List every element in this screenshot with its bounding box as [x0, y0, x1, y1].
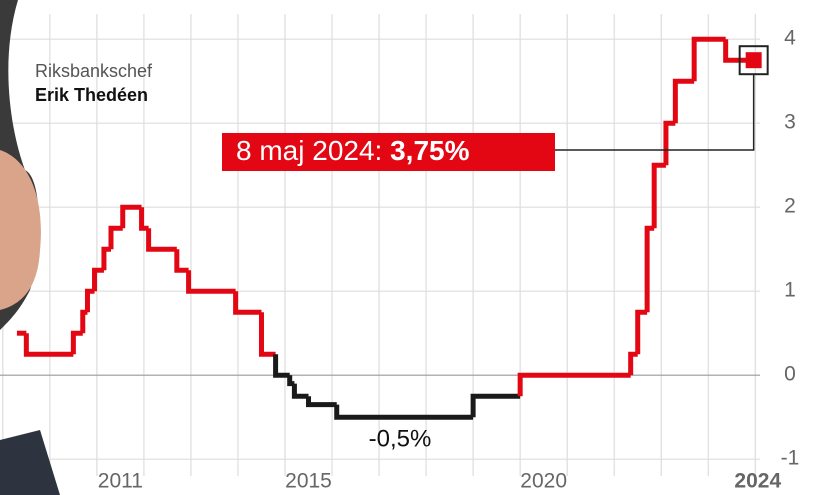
portrait-face — [0, 150, 41, 310]
step-segment — [146, 228, 177, 252]
step-segment — [70, 330, 83, 355]
step-segment — [120, 204, 142, 229]
x-tick-label: 2015 — [285, 470, 332, 493]
step-segment — [517, 372, 631, 397]
person-role: Riksbankschef — [35, 61, 153, 81]
y-tick-label: 1 — [784, 279, 796, 302]
last-value-dot — [745, 52, 762, 69]
x-tick-label: 2011 — [98, 470, 143, 493]
low-label: -0,5% — [369, 425, 432, 452]
annotation-value: 3,75% — [390, 135, 469, 166]
y-tick-label: -1 — [781, 447, 800, 470]
step-segment — [334, 404, 474, 420]
marks — [16, 36, 769, 420]
y-tick-label: 3 — [784, 111, 796, 134]
person-name: Erik Thedéen — [35, 85, 148, 105]
step-segment — [92, 267, 104, 292]
annotation-box — [222, 133, 555, 171]
annotation-date: 8 maj 2024: — [236, 135, 382, 166]
step-segment — [291, 383, 309, 399]
step-segment — [723, 39, 754, 63]
step-segment — [273, 354, 290, 378]
step-segment — [258, 312, 276, 357]
step-segment — [174, 249, 189, 273]
step-segment — [23, 333, 74, 357]
x-tick-label: 2020 — [520, 470, 567, 493]
x-tick-label: 2024 — [734, 470, 781, 493]
annotation: 8 maj 2024: 3,75% — [236, 135, 470, 166]
portrait-suit — [0, 430, 60, 495]
step-segment — [691, 36, 726, 82]
step-segment — [233, 291, 262, 315]
leader-line — [555, 74, 755, 151]
step-segment — [635, 309, 648, 355]
step-segment — [651, 162, 666, 229]
y-tick-label: 4 — [784, 27, 796, 50]
step-segment — [186, 270, 236, 294]
step-segment — [306, 396, 337, 408]
step-segment — [470, 393, 521, 418]
step-segment — [108, 225, 123, 250]
step-segment — [663, 120, 676, 166]
y-tick-label: 0 — [784, 363, 796, 386]
step-segment — [672, 78, 695, 124]
y-tick-label: 2 — [784, 195, 796, 218]
